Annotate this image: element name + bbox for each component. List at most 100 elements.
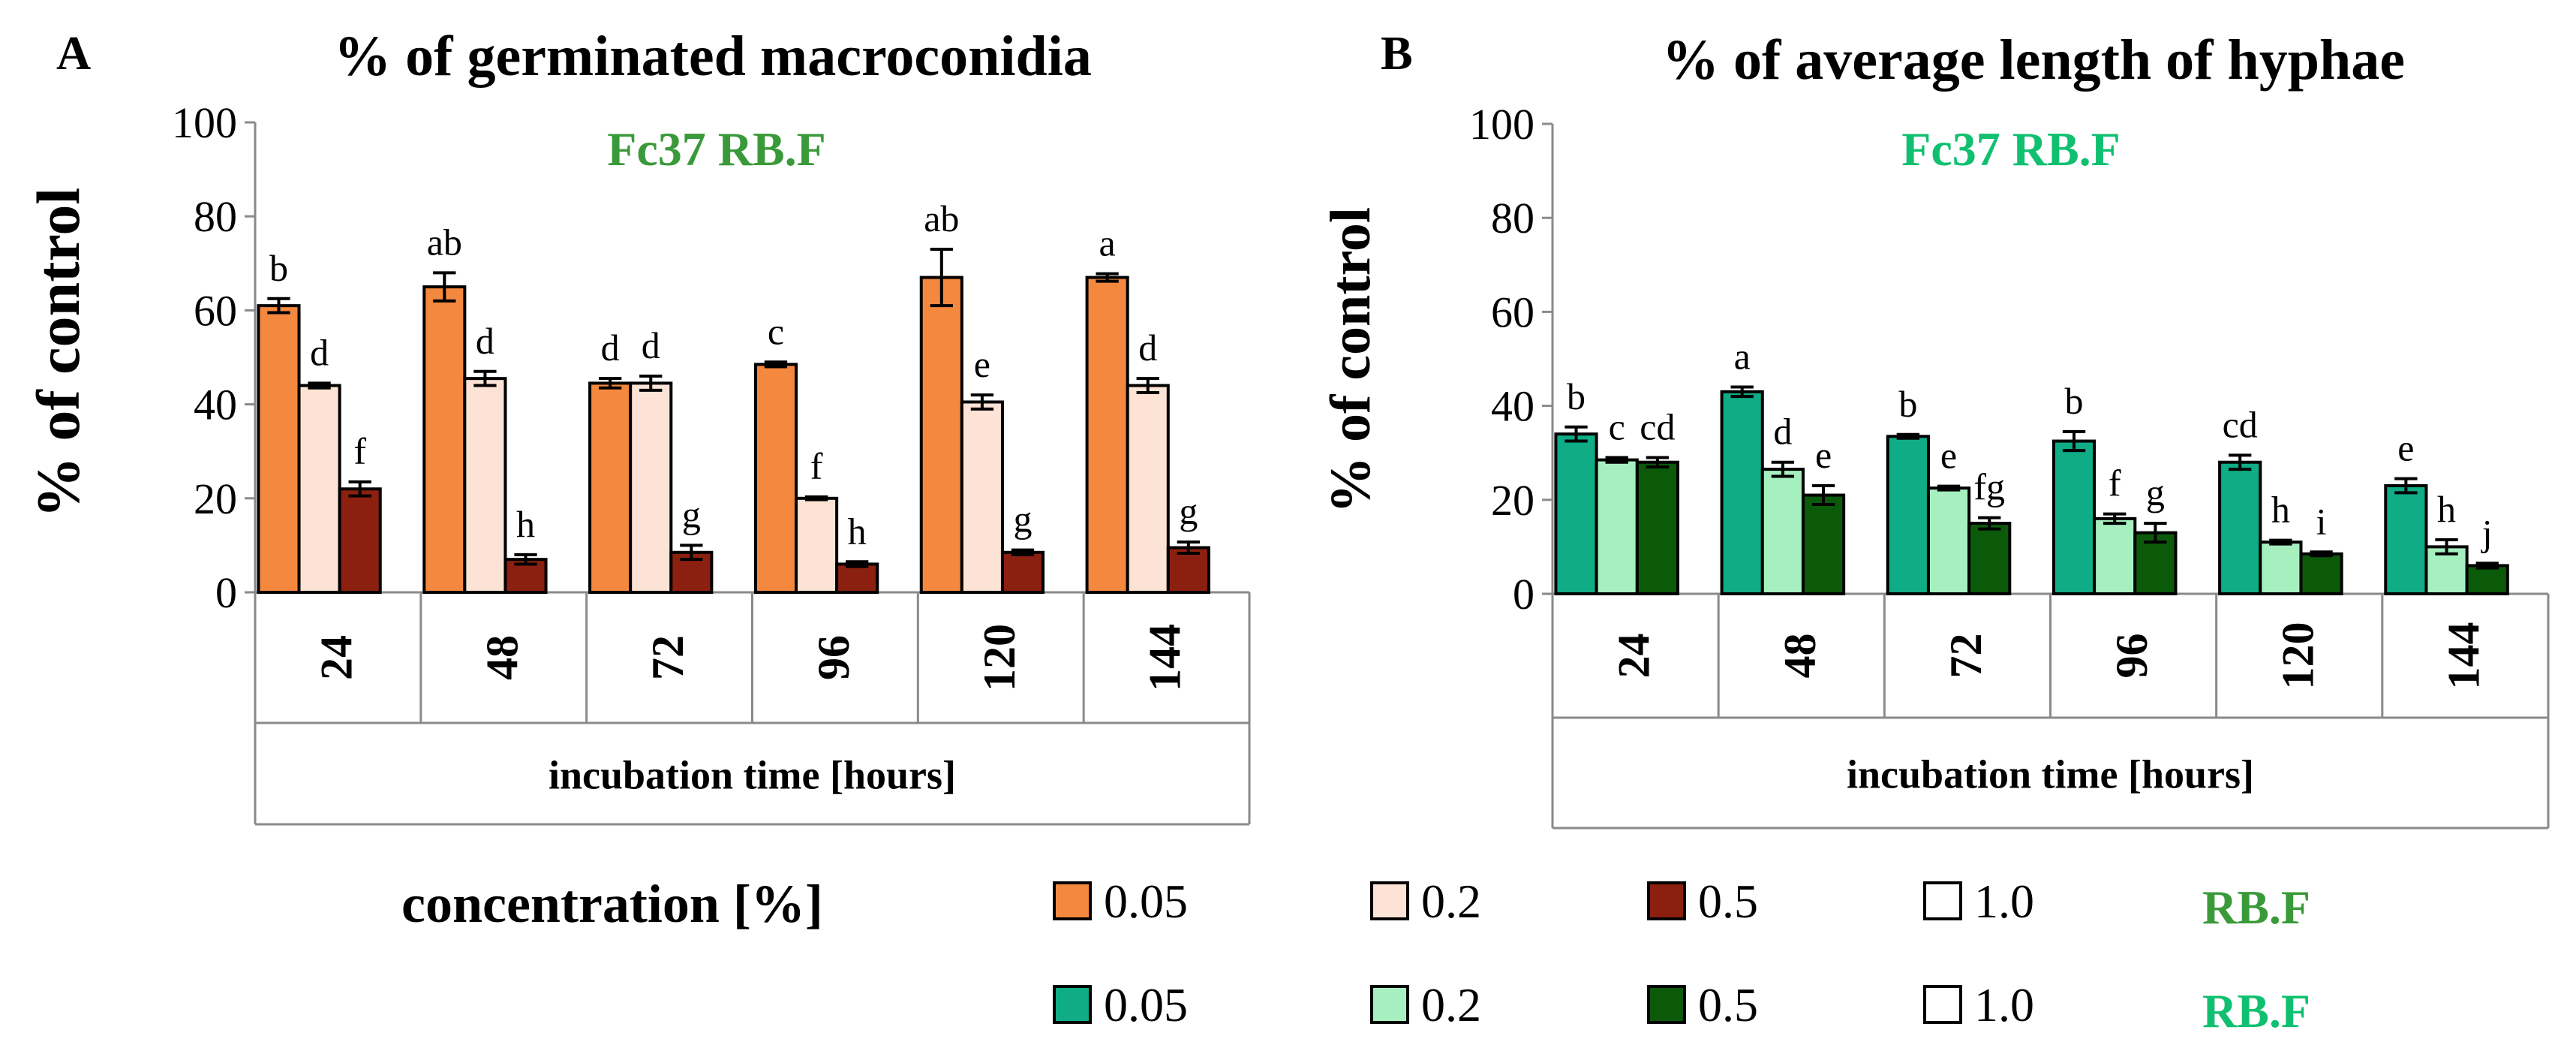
y-tick-label: 80 xyxy=(194,192,237,241)
bar xyxy=(2093,516,2137,596)
panel-label: B xyxy=(1381,26,1413,80)
bar xyxy=(1635,460,1679,595)
bar xyxy=(835,562,879,595)
panel-label: A xyxy=(56,26,91,80)
bar xyxy=(1760,468,1805,595)
significance-letter: i xyxy=(2316,500,2327,542)
legend-swatch xyxy=(1053,985,1092,1024)
y-tick-label: 60 xyxy=(194,286,237,335)
y-axis-label: % of control xyxy=(24,188,92,518)
y-tick-label: 100 xyxy=(1469,100,1534,149)
significance-letter: ab xyxy=(427,221,462,263)
significance-letter: h xyxy=(2271,489,2290,531)
x-tick-label: 96 xyxy=(2107,634,2157,679)
significance-letter: cd xyxy=(2223,403,2258,445)
significance-letter: b xyxy=(2065,380,2084,422)
bar xyxy=(1926,486,1971,596)
chart-panel-b: B % of average length of hyphae Fc37 RB.F%… xyxy=(1319,26,2550,830)
x-tick-label: 120 xyxy=(975,624,1024,691)
significance-letter: c xyxy=(768,310,784,352)
x-axis-label: incubation time [hours] xyxy=(549,753,956,798)
significance-letter: f xyxy=(353,430,366,472)
y-tick-label: 100 xyxy=(172,98,237,147)
significance-letter: d xyxy=(1773,411,1792,453)
bar xyxy=(1595,458,1639,596)
legend-label: 0.2 xyxy=(1421,978,1481,1031)
y-tick-label: 80 xyxy=(1491,194,1534,242)
bar xyxy=(1126,384,1170,594)
legend-label: 0.05 xyxy=(1104,875,1188,928)
bar xyxy=(1166,546,1210,595)
legend-swatch xyxy=(1923,881,1962,920)
bar xyxy=(753,363,798,594)
significance-letter: b xyxy=(269,247,288,289)
legend-title: concentration [%] xyxy=(401,874,823,934)
legend: concentration [%] 0.05 0.2 0.5 1.0 RB.F 0.05 0.… xyxy=(401,874,2310,1037)
bar xyxy=(919,276,963,594)
significance-letter: cd xyxy=(1640,405,1675,447)
significance-letter: b xyxy=(1567,375,1586,417)
significance-letter: d xyxy=(476,320,494,362)
legend-swatch xyxy=(1053,881,1092,920)
x-tick-label: 48 xyxy=(1775,634,1825,679)
legend-label: 0.05 xyxy=(1104,978,1188,1031)
significance-letter: g xyxy=(1014,498,1033,541)
y-tick-label: 40 xyxy=(194,381,237,429)
significance-letter: d xyxy=(1138,327,1157,369)
significance-letter: a xyxy=(1734,336,1751,378)
y-tick-label: 0 xyxy=(215,568,237,617)
chart-panel-a: A % of germinated macroconidia Fc37 RB.F % … xyxy=(24,25,1251,826)
x-tick-label: 48 xyxy=(477,635,527,680)
bar xyxy=(2299,552,2343,595)
significance-letter: a xyxy=(1099,222,1116,264)
legend-tag: RB.F xyxy=(2202,984,2310,1037)
y-tick-label: 20 xyxy=(194,474,237,523)
x-tick-label: 72 xyxy=(643,635,693,680)
legend-swatch xyxy=(1647,985,1686,1024)
legend-swatch xyxy=(1923,985,1962,1024)
significance-letter: g xyxy=(682,493,701,535)
significance-letter: h xyxy=(2437,488,2456,530)
significance-letter: e xyxy=(2397,427,2414,469)
significance-letter: b xyxy=(1898,383,1917,425)
bar xyxy=(463,377,507,594)
y-tick-label: 60 xyxy=(1491,288,1534,336)
x-tick-label: 144 xyxy=(1141,624,1190,691)
significance-letter: h xyxy=(848,510,867,552)
y-tick-label: 40 xyxy=(1491,382,1534,431)
legend-swatch xyxy=(1647,881,1686,920)
bar xyxy=(588,381,633,594)
x-axis-label: incubation time [hours] xyxy=(1847,752,2254,797)
significance-letter: d xyxy=(642,324,660,366)
y-tick-label: 0 xyxy=(1513,570,1534,619)
significance-letter: h xyxy=(516,503,535,545)
significance-letter: d xyxy=(601,327,620,369)
bar xyxy=(257,304,301,594)
legend-label: 0.2 xyxy=(1421,875,1481,928)
x-tick-label: 24 xyxy=(311,635,361,680)
legend-label: 0.5 xyxy=(1698,978,1758,1031)
y-tick-label: 20 xyxy=(1491,476,1534,525)
legend-label: 1.0 xyxy=(1974,978,2034,1031)
significance-letter: e xyxy=(1940,435,1957,477)
bar xyxy=(1886,435,1930,595)
significance-letter: ab xyxy=(924,197,959,239)
legend-label: 0.5 xyxy=(1698,875,1758,928)
legend-tag: RB.F xyxy=(2202,881,2310,934)
bar xyxy=(1085,276,1129,594)
bar xyxy=(2259,541,2303,596)
legend-swatch xyxy=(1370,881,1409,920)
bar xyxy=(1554,432,1598,595)
chart-title: % of average length of hyphae xyxy=(1662,29,2405,92)
significance-letter: c xyxy=(1609,405,1625,447)
bar xyxy=(2051,439,2097,595)
significance-letter: g xyxy=(1179,490,1198,532)
bar xyxy=(1801,493,1846,595)
x-tick-label: 144 xyxy=(2439,622,2488,690)
bar xyxy=(629,381,673,594)
bar xyxy=(422,285,467,594)
bar xyxy=(2218,460,2262,595)
significance-letter: f xyxy=(2109,462,2121,504)
significance-letter: d xyxy=(310,331,329,373)
